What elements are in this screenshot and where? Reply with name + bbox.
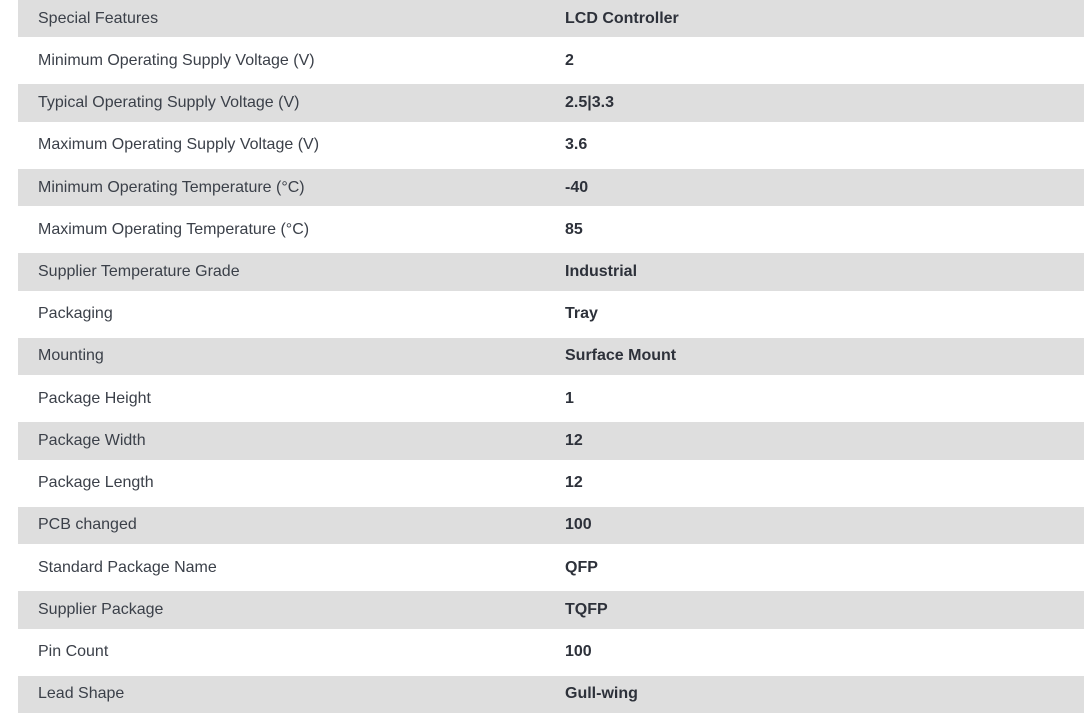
spec-label: Minimum Operating Temperature (°C) [38, 178, 305, 196]
table-row: Minimum Operating Temperature (°C) -40 [18, 168, 1084, 212]
spec-value: 100 [565, 643, 592, 661]
spec-value: 12 [565, 431, 583, 449]
spec-value: 1 [565, 389, 574, 407]
table-row: Package Length 12 [18, 465, 1084, 507]
table-row: Pin Count 100 [18, 634, 1084, 676]
spec-value: 85 [565, 220, 583, 238]
spec-value: 12 [565, 474, 583, 492]
spec-value: Industrial [565, 263, 638, 281]
table-row: Special Features LCD Controller [18, 0, 1084, 43]
table-row: Lead Shape Gull-wing [18, 675, 1084, 718]
spec-label: Supplier Package [38, 600, 164, 618]
table-row: Standard Package Name QFP [18, 549, 1084, 592]
table-row: Maximum Operating Temperature (°C) 85 [18, 211, 1084, 254]
table-row: Typical Operating Supply Voltage (V) 2.5… [18, 84, 1084, 127]
specifications-table: Special Features LCD Controller Minimum … [18, 0, 1084, 718]
table-row: Minimum Operating Supply Voltage (V) 2 [18, 42, 1084, 85]
spec-label: Maximum Operating Supply Voltage (V) [38, 136, 320, 154]
spec-label: PCB changed [38, 516, 137, 534]
table-row: PCB changed 100 [18, 506, 1084, 550]
table-row: Packaging Tray [18, 296, 1084, 338]
spec-value: 3.6 [565, 136, 588, 154]
spec-label: Lead Shape [38, 685, 125, 703]
spec-value: -40 [565, 178, 589, 196]
table-row: Package Height 1 [18, 380, 1084, 423]
spec-value: Gull-wing [565, 685, 638, 703]
spec-value: TQFP [565, 600, 608, 618]
spec-value: 2 [565, 51, 574, 69]
spec-label: Package Height [38, 389, 151, 407]
spec-label: Typical Operating Supply Voltage (V) [38, 94, 300, 112]
spec-label: Minimum Operating Supply Voltage (V) [38, 51, 315, 69]
table-row: Mounting Surface Mount [18, 337, 1084, 381]
spec-label: Packaging [38, 305, 113, 323]
spec-value: QFP [565, 558, 598, 576]
spec-value: Surface Mount [565, 347, 677, 365]
spec-label: Maximum Operating Temperature (°C) [38, 220, 310, 238]
spec-label: Package Length [38, 474, 154, 492]
spec-label: Special Features [38, 9, 159, 27]
spec-value: 2.5|3.3 [565, 94, 614, 112]
spec-value: LCD Controller [565, 9, 679, 27]
spec-label: Standard Package Name [38, 558, 217, 576]
spec-label: Supplier Temperature Grade [38, 263, 240, 281]
table-row: Maximum Operating Supply Voltage (V) 3.6 [18, 127, 1084, 169]
spec-label: Package Width [38, 431, 146, 449]
table-row: Package Width 12 [18, 422, 1084, 465]
spec-value: 100 [565, 516, 592, 534]
table-row: Supplier Temperature Grade Industrial [18, 253, 1084, 296]
spec-label: Mounting [38, 347, 104, 365]
spec-label: Pin Count [38, 643, 109, 661]
spec-value: Tray [565, 305, 598, 323]
table-row: Supplier Package TQFP [18, 591, 1084, 634]
